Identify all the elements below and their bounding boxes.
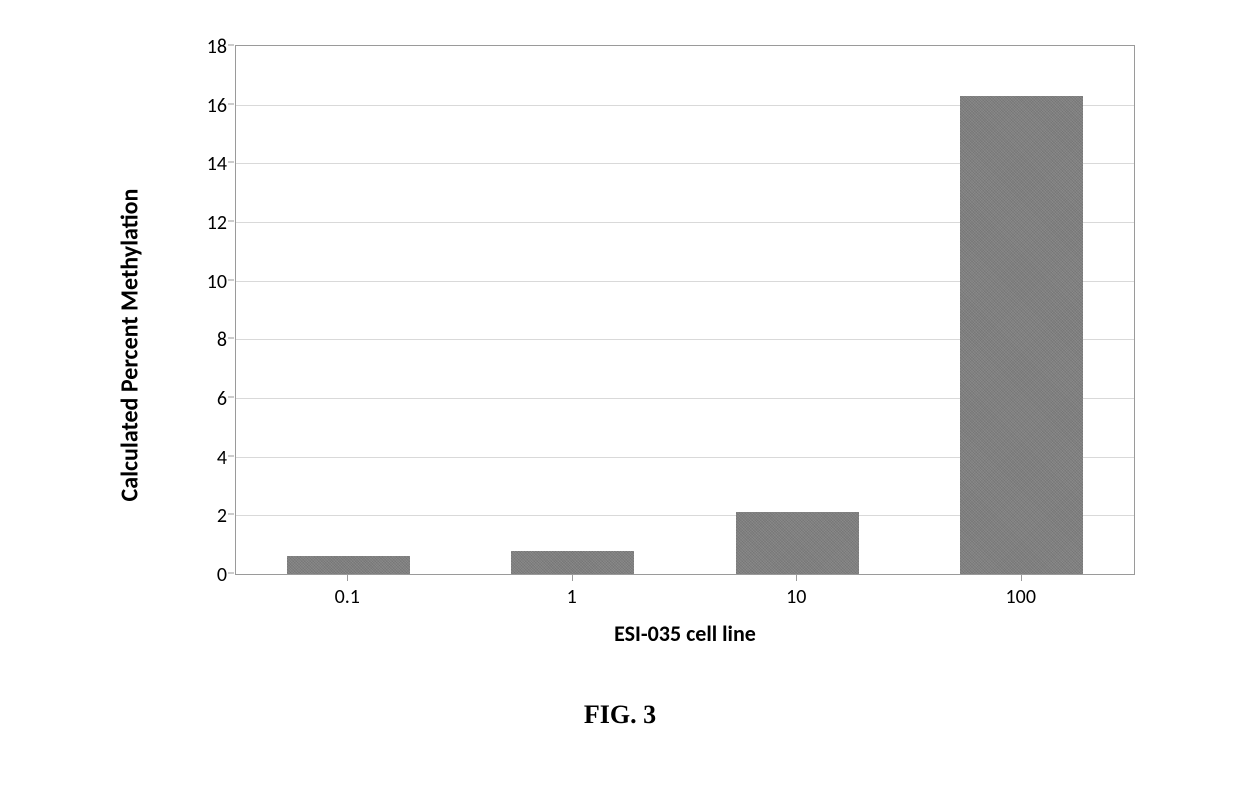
bar (511, 551, 634, 574)
plot-area (235, 45, 1135, 575)
y-tick-label: 6 (217, 387, 227, 411)
x-tick-label: 0.1 (335, 585, 360, 609)
y-tick-label: 12 (207, 211, 227, 235)
y-tick-mark (228, 514, 234, 515)
x-axis-label: ESI-035 cell line (235, 620, 1135, 647)
x-ticks: 0.1 1 10 100 (235, 575, 1135, 615)
x-tick-mark (572, 575, 573, 581)
y-tick-mark (228, 103, 234, 104)
y-tick-label: 4 (217, 446, 227, 470)
bar (287, 556, 410, 574)
bar (736, 512, 859, 574)
x-tick-label: 1 (567, 585, 577, 609)
y-tick-mark (228, 455, 234, 456)
x-tick-label: 10 (786, 585, 806, 609)
y-ticks: 024681012141618 (95, 45, 235, 575)
y-tick-label: 10 (207, 270, 227, 294)
y-tick-mark (228, 279, 234, 280)
y-tick-mark (228, 573, 234, 574)
x-tick-mark (347, 575, 348, 581)
x-tick-label: 100 (1006, 585, 1036, 609)
chart-wrapper: Calculated Percent Methylation 024681012… (95, 35, 1155, 655)
figure-caption: FIG. 3 (0, 700, 1240, 730)
x-tick-mark (796, 575, 797, 581)
y-tick-label: 14 (207, 152, 227, 176)
y-tick-mark (228, 397, 234, 398)
y-tick-mark (228, 338, 234, 339)
y-tick-mark (228, 221, 234, 222)
y-tick-mark (228, 45, 234, 46)
y-tick-label: 16 (207, 94, 227, 118)
y-tick-mark (228, 162, 234, 163)
y-tick-label: 2 (217, 504, 227, 528)
y-tick-label: 0 (217, 563, 227, 587)
y-tick-label: 18 (207, 35, 227, 59)
x-tick-mark (1021, 575, 1022, 581)
y-tick-label: 8 (217, 328, 227, 352)
bar (960, 96, 1083, 574)
